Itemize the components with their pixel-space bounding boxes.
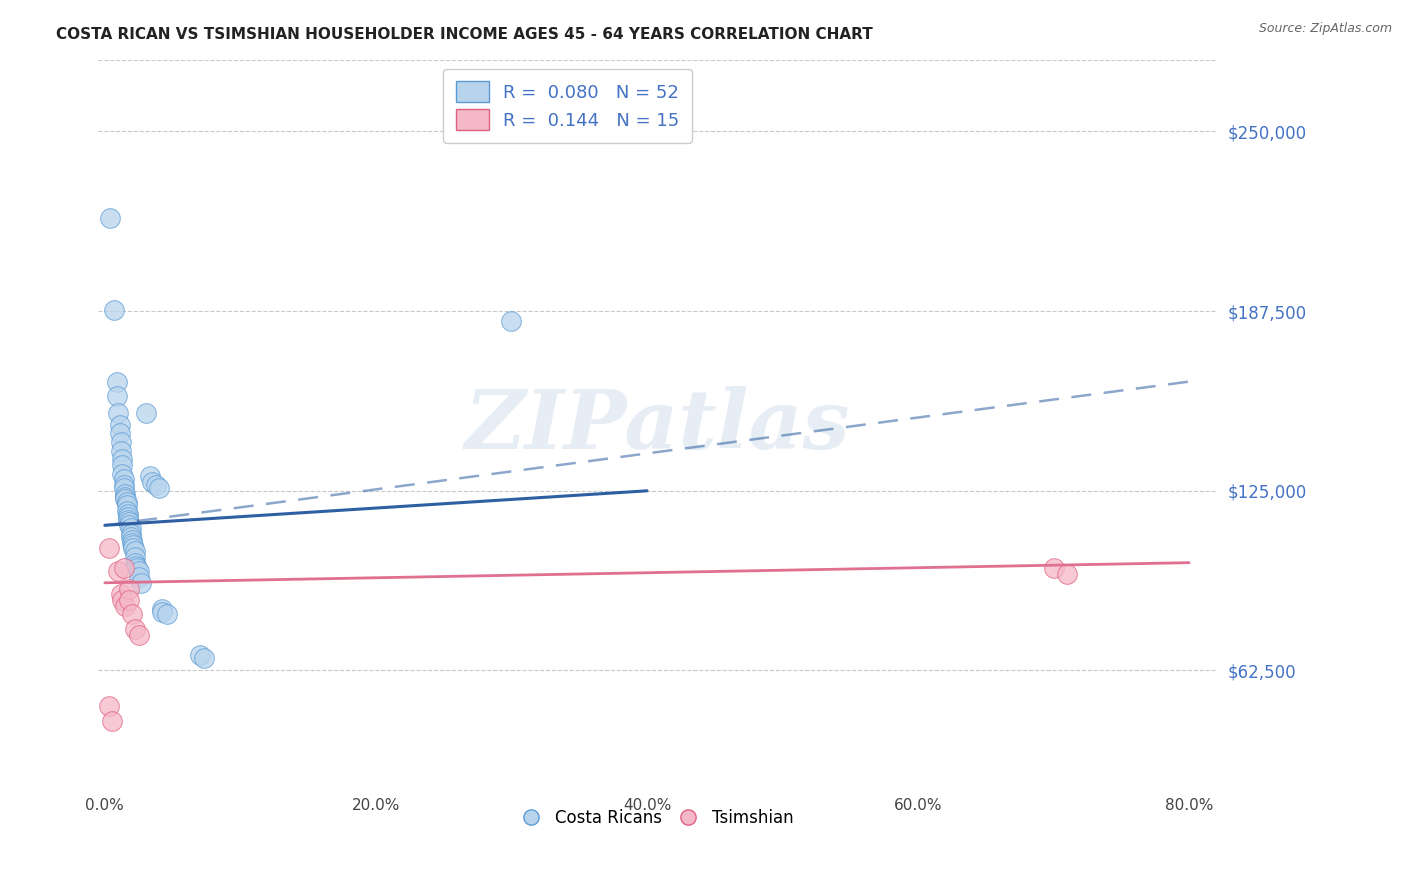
Point <box>124 556 146 570</box>
Point <box>117 507 139 521</box>
Point <box>97 541 120 556</box>
Point <box>148 481 170 495</box>
Point <box>134 406 156 420</box>
Point <box>122 541 145 556</box>
Point <box>145 478 167 492</box>
Point <box>124 544 146 558</box>
Point <box>156 607 179 622</box>
Point <box>114 599 136 613</box>
Point <box>124 622 146 636</box>
Point <box>105 389 128 403</box>
Point <box>108 426 131 441</box>
Point <box>1042 561 1064 575</box>
Point <box>127 561 149 575</box>
Point <box>128 570 150 584</box>
Point <box>117 512 139 526</box>
Point <box>112 472 135 486</box>
Text: ZIPatlas: ZIPatlas <box>464 386 849 467</box>
Point <box>150 605 173 619</box>
Point <box>100 714 122 728</box>
Point <box>118 582 141 596</box>
Point <box>105 375 128 389</box>
Point <box>124 549 146 564</box>
Point <box>115 504 138 518</box>
Point <box>111 593 134 607</box>
Point <box>120 521 142 535</box>
Point <box>121 535 143 549</box>
Point <box>501 314 523 328</box>
Point <box>111 458 134 472</box>
Point <box>111 452 134 467</box>
Point <box>114 486 136 500</box>
Point <box>107 406 129 420</box>
Point <box>118 516 141 530</box>
Point <box>150 601 173 615</box>
Text: COSTA RICAN VS TSIMSHIAN HOUSEHOLDER INCOME AGES 45 - 64 YEARS CORRELATION CHART: COSTA RICAN VS TSIMSHIAN HOUSEHOLDER INC… <box>56 27 873 42</box>
Point <box>120 530 142 544</box>
Point <box>97 699 120 714</box>
Point <box>188 648 211 662</box>
Point <box>110 434 132 449</box>
Point <box>98 211 121 225</box>
Point <box>103 302 125 317</box>
Point <box>118 518 141 533</box>
Point <box>117 509 139 524</box>
Point <box>110 443 132 458</box>
Text: Source: ZipAtlas.com: Source: ZipAtlas.com <box>1258 22 1392 36</box>
Point <box>107 564 129 578</box>
Point <box>112 561 135 575</box>
Point <box>114 492 136 507</box>
Point <box>108 417 131 432</box>
Point <box>131 575 153 590</box>
Point <box>122 538 145 552</box>
Point <box>193 650 215 665</box>
Point <box>112 481 135 495</box>
Point <box>128 564 150 578</box>
Point <box>125 558 148 573</box>
Legend: Costa Ricans, Tsimshian: Costa Ricans, Tsimshian <box>513 801 801 836</box>
Point <box>120 527 142 541</box>
Point <box>110 587 132 601</box>
Point <box>128 627 150 641</box>
Point <box>115 495 138 509</box>
Point <box>141 475 163 490</box>
Point <box>114 490 136 504</box>
Point <box>112 478 135 492</box>
Point <box>115 498 138 512</box>
Point <box>121 533 143 547</box>
Point <box>1056 567 1078 582</box>
Point <box>111 467 134 481</box>
Point <box>138 469 160 483</box>
Point <box>118 593 141 607</box>
Point <box>121 607 143 622</box>
